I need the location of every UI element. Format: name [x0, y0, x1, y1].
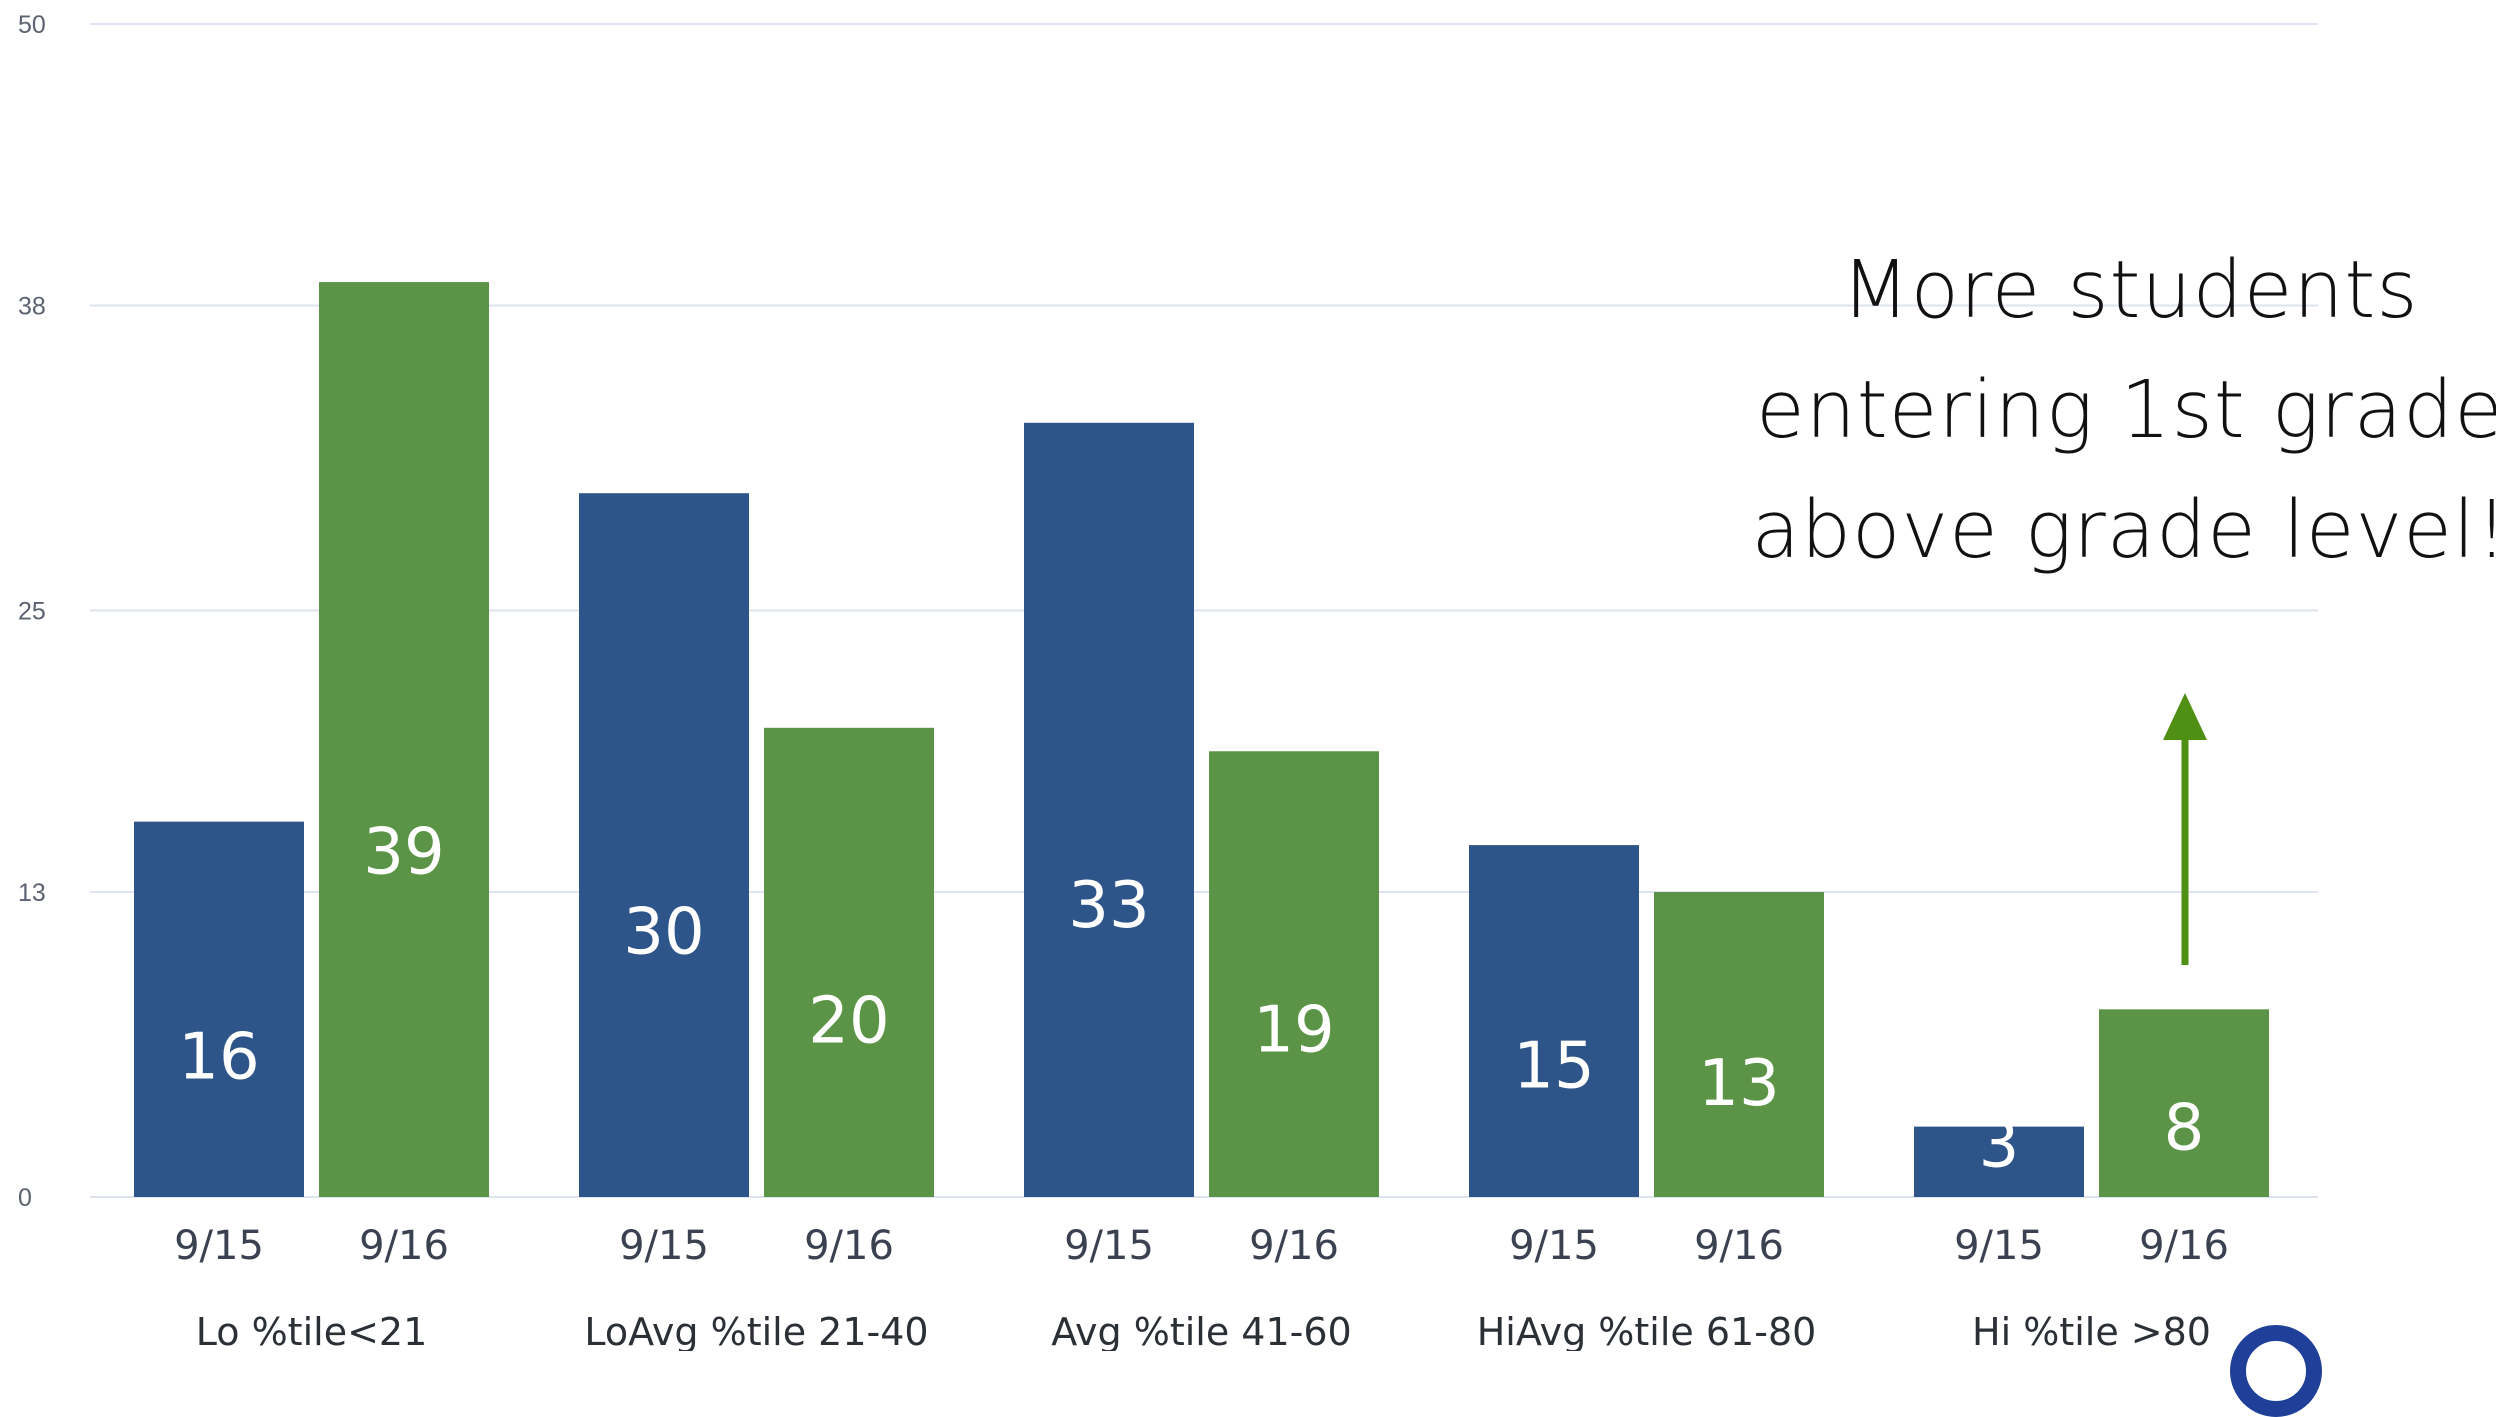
- group-label: Lo %tile<21: [196, 1310, 428, 1351]
- x-tick-label: 9/15: [1064, 1223, 1154, 1269]
- group-label: Avg %tile 41-60: [1051, 1310, 1351, 1351]
- group-label: Hi %tile >80: [1972, 1310, 2211, 1351]
- y-tick-label: 13: [18, 879, 46, 907]
- bar-value-label: 33: [1068, 869, 1149, 943]
- y-tick-label: 25: [18, 598, 46, 626]
- up-arrow-icon: [2163, 693, 2207, 740]
- x-tick-label: 9/15: [1954, 1223, 2044, 1269]
- bar: [1024, 422, 1194, 1197]
- bar-value-label: 15: [1513, 1029, 1594, 1103]
- bar: [134, 821, 304, 1197]
- bar-chart: 0 13 25 38 50 16 9/15 39 9/16 Lo %tile<21 30 9/15 20…: [18, 11, 2496, 1417]
- bar: [1914, 1126, 2084, 1197]
- bar-value-label: 39: [363, 815, 444, 889]
- annotation-line-2: entering 1st grade: [1756, 364, 2496, 456]
- bar-value-label: 16: [178, 1020, 259, 1094]
- bar: [1209, 751, 1379, 1197]
- y-tick-label: 38: [18, 293, 46, 321]
- bar: [579, 493, 749, 1197]
- bar-value-label: 13: [1698, 1047, 1779, 1121]
- annotation-text: More students entering 1st grade above g…: [1690, 230, 2496, 590]
- y-tick-label: 0: [18, 1184, 32, 1212]
- annotation-line-1: More students: [1841, 244, 2419, 336]
- y-tick-label: 50: [18, 11, 46, 39]
- bar-value-label: 8: [2164, 1092, 2205, 1166]
- x-tick-label: 9/15: [174, 1223, 264, 1269]
- bar: [1654, 892, 1824, 1197]
- x-tick-label: 9/15: [1509, 1223, 1599, 1269]
- x-tick-label: 9/16: [804, 1223, 894, 1269]
- bar: [319, 282, 489, 1197]
- bar-value-label: 3: [1979, 1109, 2020, 1183]
- bar-value-label: 19: [1253, 994, 1334, 1068]
- bar-value-label: 20: [808, 985, 889, 1059]
- group-label: LoAvg %tile 21-40: [584, 1310, 928, 1351]
- group-label: HiAvg %tile 61-80: [1477, 1310, 1817, 1351]
- bar: [1469, 845, 1639, 1197]
- bar: [764, 727, 934, 1197]
- annotation-line-3: above grade level!: [1751, 484, 2496, 576]
- x-tick-label: 9/15: [619, 1223, 709, 1269]
- bar-value-label: 30: [623, 896, 704, 970]
- x-tick-label: 9/16: [359, 1223, 449, 1269]
- x-tick-label: 9/16: [1694, 1223, 1784, 1269]
- x-tick-label: 9/16: [1249, 1223, 1339, 1269]
- bar: [2099, 1009, 2269, 1197]
- logo-badge-icon: [2230, 1325, 2322, 1417]
- x-tick-label: 9/16: [2139, 1223, 2229, 1269]
